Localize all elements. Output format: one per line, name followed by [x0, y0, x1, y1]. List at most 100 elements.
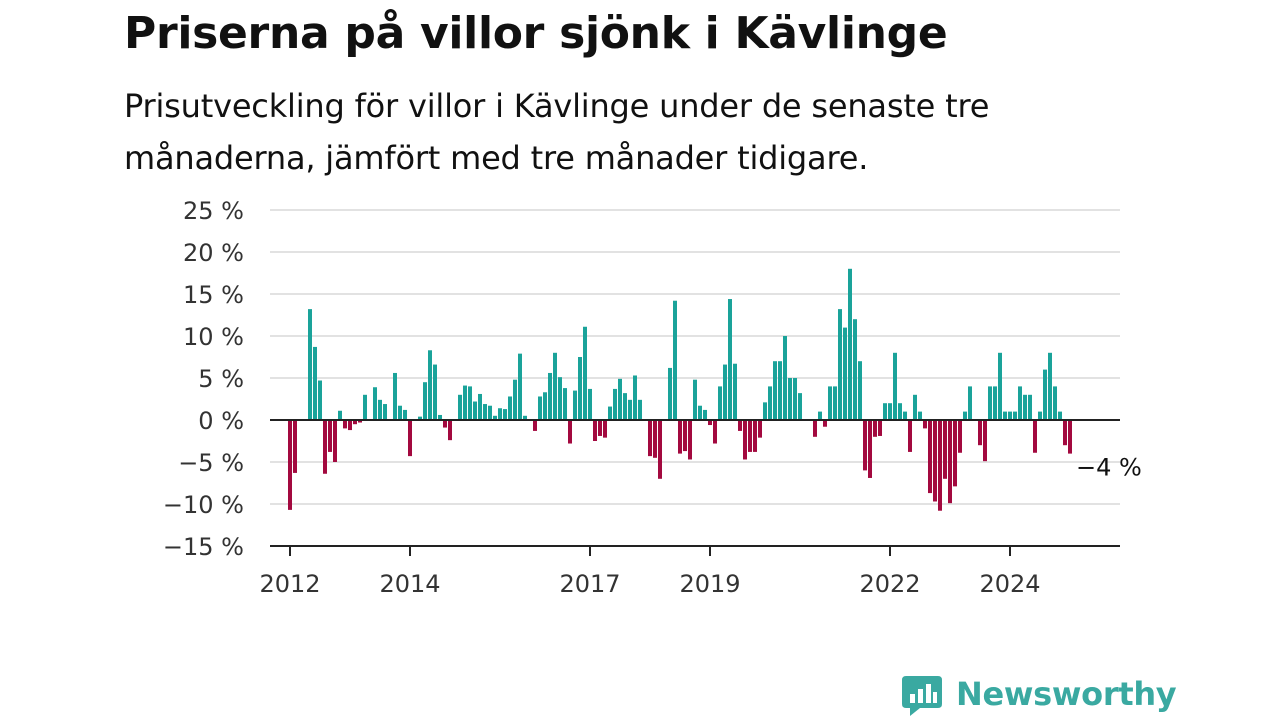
bar: [653, 420, 657, 458]
last-value-label: −4 %: [1076, 454, 1142, 482]
bar: [798, 393, 802, 420]
bar: [1058, 411, 1062, 420]
bar: [328, 420, 332, 452]
bar: [353, 420, 357, 425]
bar: [838, 309, 842, 420]
bar: [853, 319, 857, 420]
bar: [1003, 411, 1007, 420]
bar: [983, 420, 987, 462]
x-axis: 2012 2014 2017 2019 2022 2024: [259, 419, 1120, 598]
bar: [758, 420, 762, 438]
bar: [383, 404, 387, 420]
bar: [778, 361, 782, 420]
bar: [408, 420, 412, 457]
y-tick-label: 0 %: [198, 407, 244, 435]
y-tick-label: −15 %: [163, 533, 244, 561]
bar: [458, 394, 462, 420]
bar: [503, 409, 507, 420]
bar: [483, 404, 487, 420]
bar: [943, 420, 947, 479]
bar: [738, 420, 742, 431]
bar: [933, 420, 937, 502]
bar: [878, 420, 882, 436]
bar: [813, 420, 817, 437]
annotations: −4 %: [1076, 454, 1142, 482]
bar: [998, 352, 1002, 420]
bar: [583, 326, 587, 420]
chart-title: Priserna på villor sjönk i Kävlinge: [124, 8, 948, 59]
bar: [418, 416, 422, 420]
bar: [603, 420, 607, 438]
bar: [793, 378, 797, 420]
y-tick-label: 15 %: [183, 281, 244, 309]
bar: [398, 405, 402, 420]
bar: [733, 363, 737, 420]
chart-subtitle: Prisutveckling för villor i Kävlinge und…: [124, 87, 990, 177]
bar: [823, 420, 827, 427]
bar: [768, 386, 772, 420]
bar: [788, 378, 792, 420]
bar: [863, 420, 867, 471]
bar: [708, 420, 712, 426]
bar: [658, 420, 662, 479]
bar: [693, 379, 697, 420]
bar: [443, 420, 447, 428]
bar: [743, 420, 747, 460]
bar: [573, 390, 577, 420]
bar: [1033, 420, 1037, 453]
bar: [968, 386, 972, 420]
bar: [523, 415, 527, 420]
bar: [428, 350, 432, 420]
bar: [618, 378, 622, 420]
bar: [928, 420, 932, 494]
bar: [1063, 420, 1067, 446]
bar: [703, 409, 707, 420]
bar: [713, 420, 717, 444]
bar: [638, 399, 642, 420]
bar: [538, 396, 542, 420]
bar: [473, 401, 477, 420]
bar: [588, 388, 592, 420]
newsworthy-logo-icon: [902, 676, 942, 716]
x-tick-label: 2019: [679, 570, 740, 598]
bar: [893, 352, 897, 420]
bar: [548, 372, 552, 420]
bar: [753, 420, 757, 452]
x-tick-label: 2022: [859, 570, 920, 598]
bar: [843, 327, 847, 420]
bar: [558, 377, 562, 420]
bar: [593, 420, 597, 441]
brand-name: Newsworthy: [956, 675, 1177, 713]
bar: [338, 410, 342, 420]
bar: [563, 388, 567, 420]
bar: [348, 420, 352, 431]
bar: [833, 386, 837, 420]
bar: [363, 394, 367, 420]
bar: [913, 394, 917, 420]
bar: [378, 399, 382, 420]
y-tick-label: 20 %: [183, 239, 244, 267]
bar: [1023, 394, 1027, 420]
bar: [518, 353, 522, 420]
bar: [358, 420, 362, 423]
bar: [288, 420, 292, 510]
bar: [1048, 352, 1052, 420]
bar: [953, 420, 957, 487]
bar: [513, 379, 517, 420]
bar: [678, 420, 682, 454]
bar: [478, 393, 482, 420]
bar: [578, 357, 582, 420]
bar: [508, 396, 512, 420]
bar: [568, 420, 572, 444]
bar: [488, 405, 492, 420]
bar: [1053, 386, 1057, 420]
x-tick-label: 2024: [979, 570, 1040, 598]
bar: [373, 387, 377, 420]
bar: [438, 414, 442, 420]
bar: [828, 386, 832, 420]
bar: [963, 411, 967, 420]
bar: [613, 388, 617, 420]
y-axis-ticks: 25 % 20 % 15 % 10 % 5 % 0 % −5 % −10 % −15 %: [163, 197, 244, 561]
bar: [728, 299, 732, 420]
